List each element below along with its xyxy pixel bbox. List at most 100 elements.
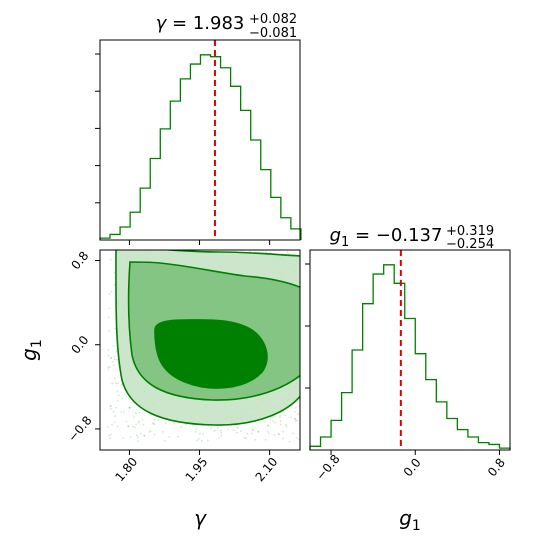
sample-point — [278, 433, 280, 436]
sample-point — [107, 366, 109, 369]
sample-point — [109, 404, 112, 407]
g1-bin-9 — [405, 319, 416, 450]
sample-point — [149, 430, 152, 432]
sample-point — [301, 354, 303, 356]
joint-ytick-label-2: 0.8 — [69, 249, 92, 273]
gamma-title: γ = 1.983 — [156, 13, 245, 34]
gamma-bin-3 — [130, 212, 140, 240]
sample-point — [128, 407, 131, 409]
sample-point — [288, 440, 291, 443]
sample-point — [273, 434, 276, 436]
sample-point — [157, 418, 160, 421]
sample-point — [115, 406, 117, 409]
sample-point — [251, 432, 253, 435]
y-axis-label-g1: g1 — [17, 339, 45, 361]
gamma-marginal-panel: γ = 1.983 +0.082 −0.081 — [95, 12, 302, 245]
sample-point — [108, 307, 110, 310]
sample-point — [138, 420, 141, 422]
sample-point — [297, 413, 300, 415]
sample-point — [252, 429, 255, 432]
gamma-bin-6 — [160, 129, 170, 240]
sample-point — [284, 423, 287, 426]
g1-xtick-label-2: 0.8 — [485, 456, 508, 480]
sample-point — [125, 420, 128, 423]
sample-point — [282, 437, 284, 440]
g1-bin-15 — [468, 437, 479, 450]
sample-point — [153, 418, 156, 421]
sample-point — [115, 350, 118, 353]
sample-point — [232, 429, 235, 431]
sample-point — [282, 430, 284, 433]
sample-point — [292, 432, 294, 435]
gamma-bin-13 — [231, 86, 241, 240]
sample-point — [111, 382, 114, 385]
sample-point — [113, 345, 115, 347]
sample-point — [121, 397, 124, 400]
gamma-marginal-ticks — [95, 53, 271, 245]
sample-point — [236, 426, 239, 429]
sample-point — [199, 432, 201, 435]
sample-point — [152, 421, 155, 424]
gamma-title-err-plus: +0.082 — [249, 12, 297, 27]
sample-point — [279, 420, 282, 423]
sample-point — [127, 425, 130, 427]
sample-point — [109, 258, 112, 261]
sample-point — [115, 382, 117, 385]
sample-point — [177, 436, 179, 438]
sample-point — [251, 429, 254, 431]
sample-point — [279, 414, 282, 417]
g1-title-err-plus: +0.319 — [446, 224, 494, 239]
sample-point — [113, 421, 116, 423]
g1-xtick-label-1: 0.0 — [401, 456, 424, 480]
sample-point — [109, 357, 112, 360]
sample-point — [136, 436, 139, 439]
sample-point — [120, 383, 123, 386]
gamma-bin-8 — [180, 79, 190, 240]
sample-point — [114, 415, 116, 417]
sample-point — [140, 432, 143, 435]
sample-point — [274, 421, 276, 424]
sample-point — [142, 423, 145, 426]
sample-point — [264, 438, 267, 441]
g1-xtick-label-0: −0.8 — [313, 452, 342, 483]
g1-bin-6 — [373, 274, 384, 450]
sample-point — [220, 434, 223, 437]
g1-title-err-minus: −0.254 — [446, 237, 494, 252]
sample-point — [136, 440, 139, 442]
sample-point — [279, 416, 281, 419]
sample-point — [164, 422, 167, 425]
g1-title: g1 = −0.137 — [330, 225, 443, 250]
joint-xtick-label-2: 2.10 — [253, 455, 281, 484]
g1-panel-frame — [309, 249, 511, 451]
sample-point — [213, 430, 216, 433]
sample-point — [123, 411, 125, 413]
sample-point — [264, 420, 266, 423]
sample-point — [128, 406, 131, 409]
sample-point — [267, 425, 270, 427]
sample-point — [294, 410, 296, 413]
sample-point — [143, 435, 146, 437]
sample-point — [128, 406, 131, 409]
contour-level-inner — [154, 319, 268, 389]
g1-bin-11 — [426, 380, 437, 450]
sample-point — [227, 428, 229, 431]
sample-point — [173, 422, 176, 425]
sample-point — [244, 437, 247, 440]
sample-point — [112, 410, 115, 413]
g1-bin-17 — [489, 444, 500, 450]
sample-point — [117, 400, 119, 402]
joint-xtick-label-1: 1.95 — [183, 455, 211, 484]
sample-point — [109, 407, 112, 410]
g1-bin-1 — [321, 437, 332, 450]
sample-point — [290, 416, 293, 419]
sample-point — [116, 358, 119, 361]
sample-point — [202, 433, 204, 435]
g1-bin-16 — [478, 443, 489, 450]
sample-point — [108, 434, 110, 437]
joint-ytick-label-1: 0.0 — [69, 333, 92, 357]
sample-point — [266, 430, 269, 433]
g1-histogram-steps — [309, 264, 511, 450]
sample-point — [113, 377, 116, 380]
sample-point — [127, 425, 130, 428]
x-axis-label-gamma: γ — [194, 506, 207, 530]
